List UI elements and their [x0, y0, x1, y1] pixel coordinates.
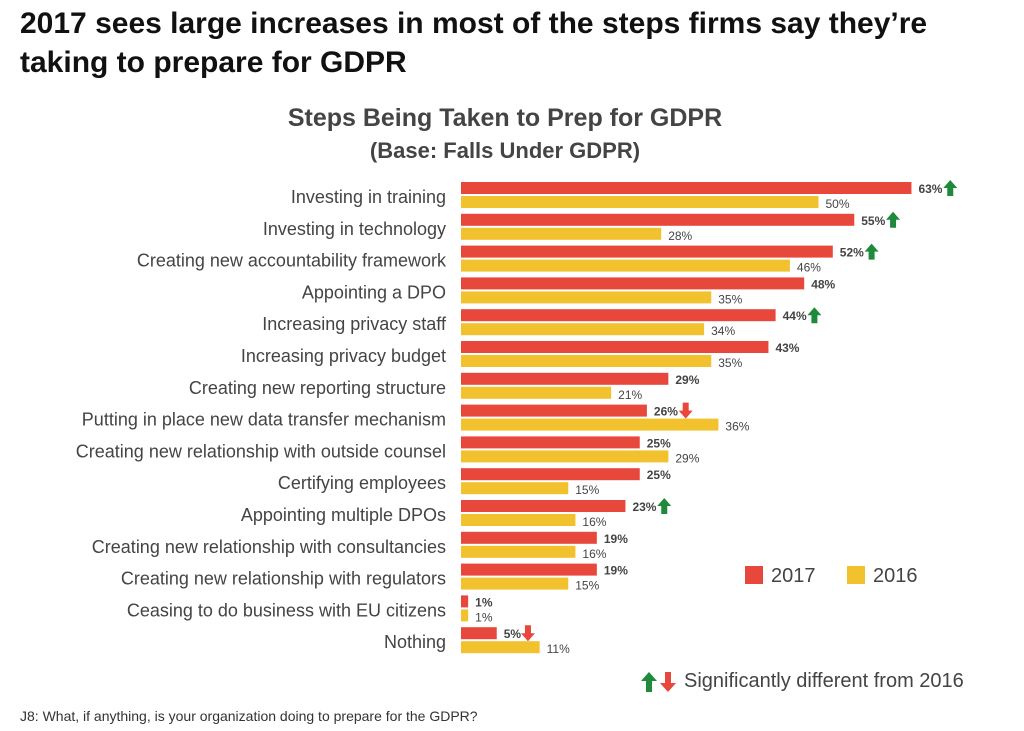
category-label-2: Creating new accountability framework — [137, 251, 447, 271]
page-headline: 2017 sees large increases in most of the… — [20, 7, 928, 79]
data-label-2016-11: 16% — [582, 547, 606, 561]
bar-2016-2 — [461, 259, 790, 272]
data-label-2017-4: 44% — [783, 309, 807, 323]
data-label-2017-6: 29% — [675, 373, 699, 387]
category-label-4: Increasing privacy staff — [262, 314, 447, 334]
footnote: J8: What, if anything, is your organizat… — [20, 708, 478, 724]
category-label-7: Putting in place new data transfer mecha… — [82, 410, 446, 430]
data-label-2016-7: 36% — [725, 420, 749, 434]
category-label-8: Creating new relationship with outside c… — [76, 441, 446, 461]
bar-2017-12 — [461, 563, 597, 576]
bar-2016-5 — [461, 355, 712, 367]
data-label-2017-5: 43% — [775, 341, 799, 355]
legend-swatch-2017 — [745, 566, 763, 584]
data-label-2016-1: 28% — [668, 229, 692, 243]
bar-2017-7 — [461, 404, 647, 417]
data-label-2016-9: 15% — [575, 483, 599, 497]
bar-2017-3 — [461, 277, 805, 290]
chart-title: Steps Being Taken to Prep for GDPR — [287, 104, 723, 132]
data-label-2016-10: 16% — [582, 515, 606, 529]
bar-2017-9 — [461, 468, 640, 481]
bar-2016-0 — [461, 196, 819, 208]
bar-2017-0 — [461, 182, 912, 194]
bar-2016-14 — [461, 641, 540, 654]
bar-2016-3 — [461, 291, 712, 304]
bar-2017-10 — [461, 500, 626, 512]
up-arrow-icon-0 — [943, 180, 958, 196]
bar-2017-11 — [461, 531, 597, 544]
up-arrow-icon-2 — [864, 243, 879, 260]
data-label-2017-8: 25% — [647, 436, 671, 450]
data-label-2016-4: 34% — [711, 324, 735, 338]
down-arrow-icon-7 — [678, 402, 693, 419]
category-label-13: Ceasing to do business with EU citizens — [127, 600, 446, 620]
data-label-2016-12: 15% — [575, 579, 599, 593]
category-label-0: Investing in training — [291, 187, 446, 207]
bar-2016-9 — [461, 482, 569, 495]
bar-2017-5 — [461, 341, 769, 353]
data-label-2016-6: 21% — [618, 388, 642, 402]
category-label-10: Appointing multiple DPOs — [241, 505, 446, 525]
up-down-arrows-icon — [641, 671, 676, 692]
bar-2017-6 — [461, 372, 669, 385]
bar-2016-7 — [461, 418, 719, 431]
bar-2016-13 — [461, 609, 469, 622]
significance-legend-label: Significantly different from 2016 — [684, 670, 964, 692]
data-label-2017-11: 19% — [604, 532, 628, 546]
down-arrow-icon-14 — [520, 625, 535, 642]
legend-label-2017: 2017 — [771, 565, 816, 587]
bar-2016-1 — [461, 227, 662, 240]
bar-2016-11 — [461, 545, 576, 558]
data-label-2017-3: 48% — [811, 277, 835, 291]
bar-2016-10 — [461, 514, 576, 526]
significance-legend: Significantly different from 2016 — [640, 670, 964, 693]
data-label-2017-7: 26% — [654, 405, 678, 419]
data-label-2017-1: 55% — [861, 214, 885, 228]
data-label-2017-9: 25% — [647, 468, 671, 482]
data-label-2017-14: 5% — [504, 627, 522, 641]
chart-subtitle: (Base: Falls Under GDPR) — [369, 138, 641, 163]
data-label-2016-14: 11% — [547, 642, 570, 656]
bar-2016-4 — [461, 323, 705, 336]
data-label-2016-0: 50% — [826, 197, 850, 211]
up-arrow-icon-4 — [807, 307, 822, 324]
up-arrow-icon-1 — [886, 211, 901, 228]
data-label-2017-12: 19% — [604, 564, 628, 578]
bar-2017-14 — [461, 627, 497, 640]
bar-2017-4 — [461, 309, 776, 322]
category-label-3: Appointing a DPO — [302, 282, 446, 302]
bar-2016-8 — [461, 450, 669, 463]
legend-label-2016: 2016 — [873, 565, 918, 587]
bar-2016-12 — [461, 577, 569, 590]
category-label-14: Nothing — [384, 632, 446, 652]
data-label-2016-5: 35% — [718, 356, 742, 370]
category-label-5: Increasing privacy budget — [241, 346, 446, 366]
data-label-2017-13: 1% — [475, 595, 493, 609]
up-arrow-icon-10 — [657, 498, 672, 514]
category-label-11: Creating new relationship with consultan… — [92, 537, 446, 557]
data-label-2016-8: 29% — [675, 451, 699, 465]
legend-swatch-2016 — [847, 566, 865, 584]
data-label-2016-2: 46% — [797, 261, 821, 275]
category-label-12: Creating new relationship with regulator… — [121, 569, 446, 589]
bar-2017-2 — [461, 245, 833, 258]
bar-2017-13 — [461, 595, 469, 608]
category-label-6: Creating new reporting structure — [189, 378, 446, 398]
category-label-9: Certifying employees — [278, 473, 446, 493]
data-label-2017-2: 52% — [840, 246, 864, 260]
data-label-2016-3: 35% — [718, 292, 742, 306]
data-label-2016-13: 1% — [475, 610, 493, 624]
data-label-2017-10: 23% — [632, 500, 656, 514]
data-label-2017-0: 63% — [918, 182, 942, 196]
bar-2017-8 — [461, 436, 640, 449]
bar-2017-1 — [461, 213, 855, 226]
bar-2016-6 — [461, 386, 612, 399]
category-label-1: Investing in technology — [263, 219, 446, 239]
